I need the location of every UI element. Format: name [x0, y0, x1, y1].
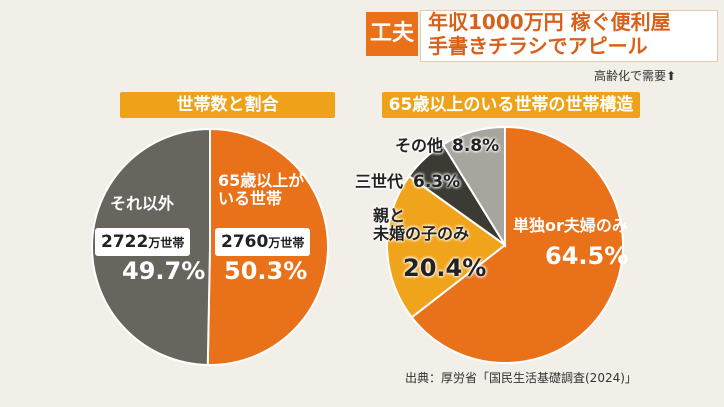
subtitle: 高齢化で需要⬆ — [594, 69, 677, 83]
slice-value: 6.3% — [413, 172, 461, 192]
count-value: 2760 — [221, 232, 269, 252]
tag: 工夫 — [366, 12, 418, 56]
pie-slice — [386, 174, 507, 319]
headline-2: 手書きチラシでアピール — [428, 34, 648, 58]
count-value: 2722 — [101, 232, 149, 252]
chart-title: 世帯数と割合 — [120, 92, 335, 118]
count-unit: 万世帯 — [268, 236, 305, 250]
slice-value: 64.5% — [545, 242, 629, 270]
count-box: 2722万世帯 — [95, 228, 191, 256]
slice-label: 単独or夫婦のみ — [513, 216, 628, 235]
pie-slice — [441, 125, 506, 249]
pie-slice — [410, 125, 624, 364]
slice-label: 65歳以上が いる世帯 — [218, 171, 305, 209]
slice-value: 50.3% — [224, 257, 308, 285]
slice-value: 20.4% — [403, 254, 487, 282]
headline-box — [420, 10, 718, 62]
slice-label: その他 — [395, 136, 444, 155]
slice-label: 親と 未婚の子のみ — [373, 206, 470, 244]
slice-value: 8.8% — [452, 136, 500, 156]
slice-label: 三世代 — [355, 172, 404, 191]
chart-title: 65歳以上のいる世帯の世帯構造 — [382, 92, 640, 118]
slice-label: それ以外 — [110, 194, 175, 213]
slice-value: 49.7% — [122, 257, 206, 285]
count-unit: 万世帯 — [148, 236, 185, 250]
count-box: 2760万世帯 — [215, 228, 311, 256]
source: 出典：厚労省「国民生活基礎調査(2024)」 — [405, 371, 637, 385]
headline-1: 年収1000万円 稼ぐ便利屋 — [428, 10, 671, 34]
